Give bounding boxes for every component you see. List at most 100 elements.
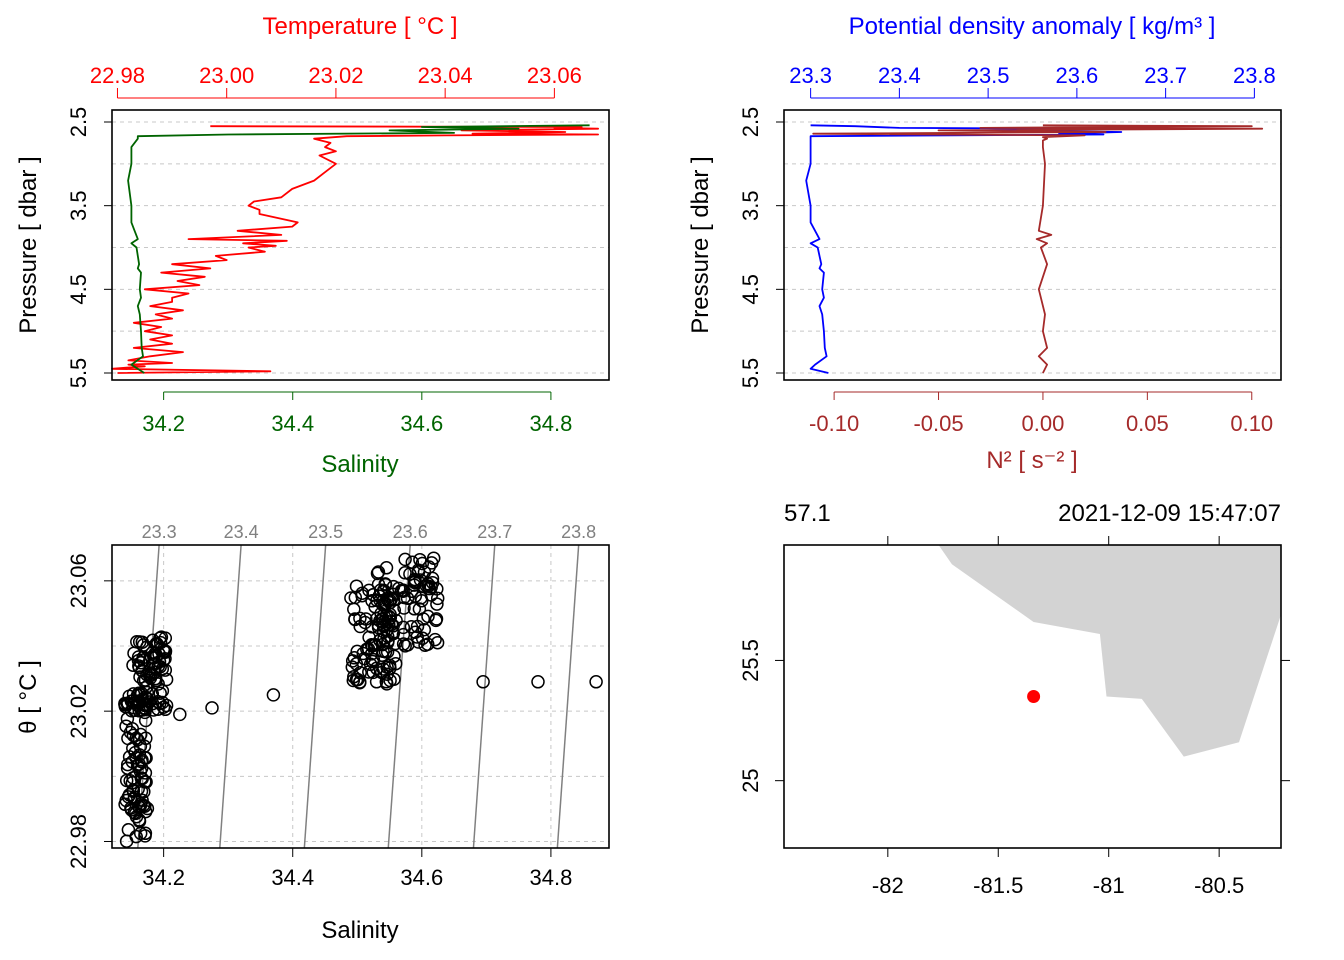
station-map-ticks: -82 -81.5 -81 -80.5 25 25.5 (738, 536, 1290, 898)
ts-point (377, 597, 392, 611)
ts-point (351, 672, 365, 687)
y-axis-tick-label: 3.5 (66, 190, 91, 221)
y-axis-tick-label: 22.98 (66, 814, 91, 869)
ts-point (155, 695, 170, 710)
isopycnal-label: 23.8 (561, 522, 596, 542)
ts-point (138, 829, 152, 843)
ts-point (352, 675, 367, 690)
ts-point (138, 804, 153, 819)
ts-point (476, 675, 490, 689)
ts-point (413, 573, 428, 587)
ts-point (359, 612, 373, 626)
density-profile-top-title: Potential density anomaly [ kg/m³ ] (849, 13, 1216, 40)
ts-point (394, 583, 409, 598)
lon-tick-label: -82 (872, 873, 904, 898)
bottom-axis-tick-label: 34.4 (271, 411, 314, 436)
ts-point (134, 771, 149, 785)
ts-point (383, 661, 397, 675)
land-polygon (938, 545, 1281, 757)
ts-point (412, 602, 427, 616)
ts-profile-ylabel: Pressure [ dbar ] (15, 156, 42, 333)
lon-tick-label: -81 (1093, 873, 1125, 898)
lat-tick-label: 25 (738, 768, 763, 792)
isopycnal-label: 23.3 (142, 522, 177, 542)
ts-point (138, 799, 152, 813)
ts-point (348, 590, 363, 605)
ts-point (129, 829, 143, 844)
ts-point (365, 639, 380, 653)
top-axis-tick-label: 23.3 (789, 63, 832, 88)
panel-ts-profile: 22.98 23.00 23.02 23.04 23.06 34.2 34.4 34.6 34.… (15, 13, 610, 478)
ts-profile-frame (111, 109, 610, 381)
ts-point (353, 666, 367, 680)
density-profile-grid (784, 121, 1281, 374)
ts-point (266, 688, 281, 702)
x-axis-tick-label: 34.2 (142, 865, 185, 890)
top-axis-tick-label: 23.02 (308, 63, 363, 88)
x-axis-tick-label: 34.8 (529, 865, 572, 890)
ts-point (126, 658, 140, 672)
ts-profile-ticks: 22.98 23.00 23.02 23.04 23.06 34.2 34.4 34.6 34.… (66, 63, 582, 436)
y-axis-tick-label: 5.5 (738, 358, 763, 389)
ts-point (410, 630, 424, 644)
ts-point (132, 660, 147, 675)
ts-point (362, 665, 376, 679)
top-axis-tick-label: 23.04 (418, 63, 473, 88)
series-line-potential-density-anomaly (805, 124, 1123, 374)
ts-point (121, 823, 136, 837)
ts-point (379, 675, 394, 689)
ts-point (158, 645, 173, 659)
station-map-frame (783, 544, 1282, 849)
isopycnal-line (472, 544, 496, 849)
ts-point (373, 583, 388, 597)
ts-point (362, 630, 376, 645)
ts-diagram-points (118, 551, 603, 848)
ts-point (380, 635, 395, 650)
ts-point (132, 800, 146, 814)
ts-point (403, 567, 417, 581)
isopycnal-label: 23.4 (224, 522, 259, 542)
lat-tick-label: 25.5 (738, 639, 763, 682)
ts-point (424, 580, 438, 594)
x-axis-tick-label: 34.6 (400, 865, 443, 890)
ts-point (426, 551, 441, 565)
isopycnal-label: 23.7 (477, 522, 512, 542)
isopycnal-label: 23.6 (393, 522, 428, 542)
panel-station-map: -82 -81.5 -81 -80.5 25 25.5 57.1 2021-12-09 1… (738, 500, 1290, 898)
ts-point (386, 593, 401, 607)
ts-diagram-xlabel: Salinity (321, 917, 398, 944)
y-axis-tick-label: 2.5 (66, 107, 91, 138)
bottom-axis-tick-label: 0.10 (1230, 411, 1273, 436)
lon-tick-label: -81.5 (973, 873, 1023, 898)
x-axis-tick-label: 34.4 (271, 865, 314, 890)
ts-point (429, 612, 444, 626)
y-axis-tick-label: 3.5 (738, 190, 763, 221)
ts-point (392, 581, 406, 596)
lon-tick-label: -80.5 (1194, 873, 1244, 898)
ts-point (138, 775, 152, 789)
ts-point (129, 806, 143, 821)
panel-ts-diagram: 23.3 23.4 23.5 23.6 23.7 23.8 34.2 34.4 34.6 34.… (15, 522, 610, 944)
ts-point (348, 612, 362, 626)
ts-point (126, 741, 140, 756)
density-profile-frame (783, 109, 1282, 381)
isopycnal-label: 23.5 (308, 522, 343, 542)
map-top-left-label: 57.1 (784, 500, 831, 527)
station-marker (1027, 690, 1041, 703)
ts-point (411, 563, 426, 577)
ts-point (589, 675, 603, 689)
bottom-axis-tick-label: 34.6 (400, 411, 443, 436)
density-profile-xlabel: N² [ s⁻² ] (986, 447, 1077, 474)
ts-point (149, 673, 163, 688)
ts-point (430, 597, 444, 611)
ts-point (398, 552, 412, 567)
ts-point (417, 622, 432, 637)
ts-point (205, 701, 219, 715)
ts-point (355, 586, 370, 600)
y-axis-tick-label: 2.5 (738, 107, 763, 138)
ts-point (173, 707, 187, 722)
isopycnal-line (556, 544, 580, 849)
ts-point (363, 657, 378, 672)
density-profile-series (805, 124, 1264, 374)
isopycnal-line (219, 544, 242, 849)
